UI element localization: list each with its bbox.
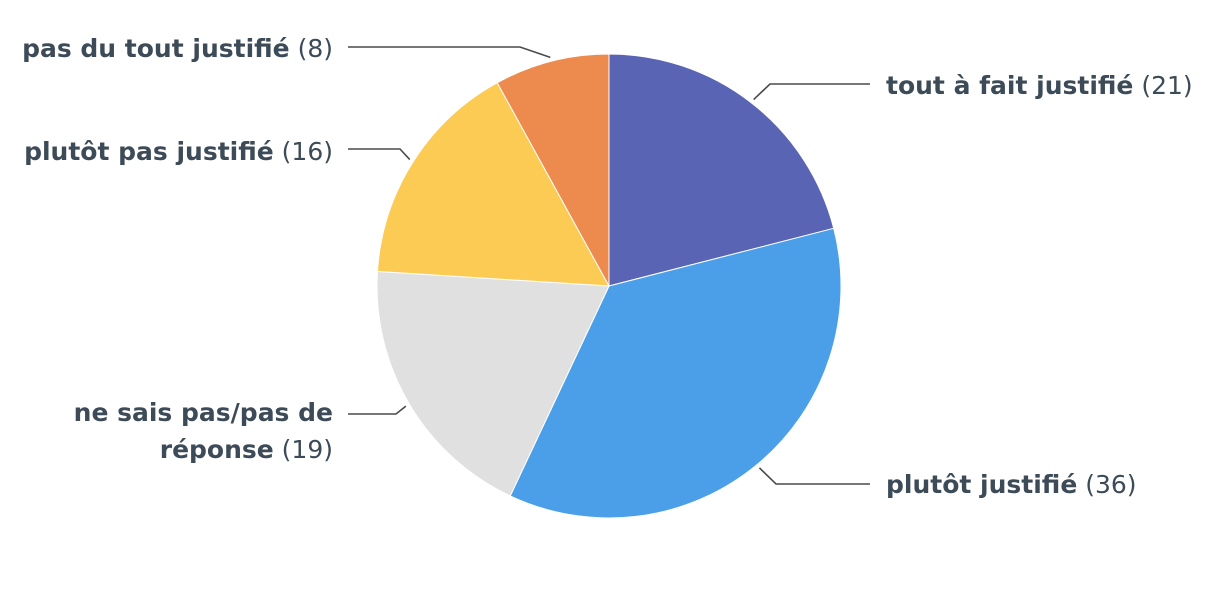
labels-layer: tout à fait justifié (21) plutôt justifié… [22,34,1193,499]
slice-label-name: ne sais pas/pas de [74,398,333,427]
slice-label: réponse (19) [160,435,333,464]
pie-slice [608,53,835,287]
leader-line [348,46,551,59]
leader-line [348,405,407,415]
slice-label: plutôt pas justifié (16) [24,137,333,166]
pie-slice [496,53,610,287]
slice-label-name: réponse [160,435,274,464]
slice-label-value: (36) [1077,470,1136,499]
slice-label: tout à fait justifié (21) [886,71,1193,100]
leader-line [758,467,870,485]
slice-label: ne sais pas/pas de [74,398,333,427]
slice-label-name: pas du tout justifié [22,34,290,63]
slice-label-name: plutôt justifié [886,470,1077,499]
slice-label-value: (8) [290,34,333,63]
slice-label: plutôt justifié (36) [886,470,1137,499]
slice-label-value: (19) [274,435,333,464]
slice-label-name: plutôt pas justifié [24,137,274,166]
slice-label: pas du tout justifié (8) [22,34,333,63]
leader-line [348,148,411,161]
pie-slice [509,227,842,519]
leaders-layer [348,46,870,485]
pie-slice [376,270,610,497]
leader-line [753,83,870,101]
slice-label-name: tout à fait justifié [886,71,1133,100]
pie-slice [376,82,610,287]
slices-layer [376,53,842,519]
slice-label-value: (21) [1133,71,1192,100]
slice-label-value: (16) [274,137,333,166]
